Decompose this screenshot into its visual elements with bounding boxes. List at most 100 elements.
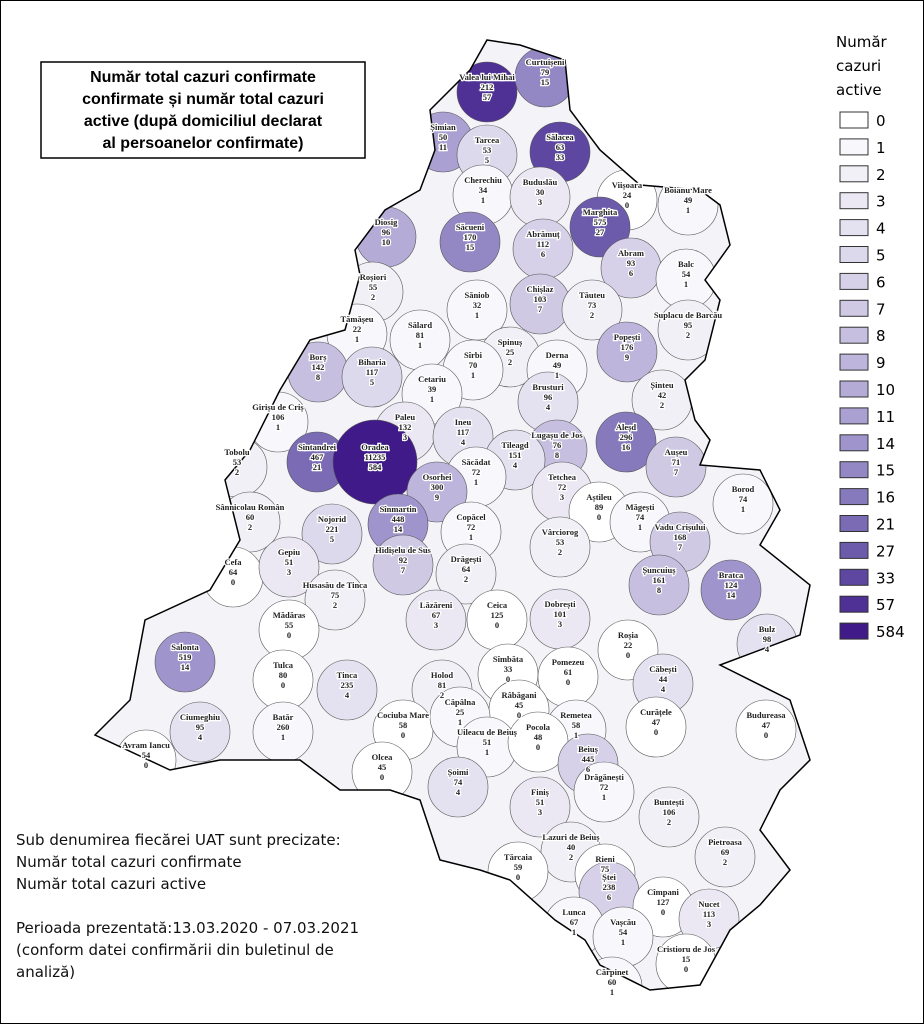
- legend-swatch: [839, 246, 869, 263]
- uat-name: Lugașu de Jos: [531, 430, 583, 440]
- legend-label: 15: [876, 462, 895, 480]
- uat-name: Paleu: [395, 412, 416, 422]
- title-line: active (după domiciliul declarat: [84, 113, 323, 130]
- uat-area: [316, 659, 378, 721]
- uat-active: 1: [469, 532, 473, 542]
- uat-name: Sălard: [408, 320, 432, 330]
- uat-confirmed: 49: [684, 195, 693, 205]
- uat-confirmed: 74: [739, 494, 748, 504]
- uat-name: Holod: [431, 670, 453, 680]
- uat-name: Rieni: [595, 854, 615, 864]
- uat-active: 1: [602, 792, 606, 802]
- uat-name: Tinca: [337, 670, 358, 680]
- uat-confirmed: 72: [472, 467, 481, 477]
- uat-name: Husasău de Tinca: [303, 580, 368, 590]
- uat-confirmed: 98: [763, 634, 772, 644]
- note-line: Număr total cazuri confirmate: [16, 853, 242, 871]
- uat-confirmed: 79: [541, 67, 550, 77]
- uat-name: Aleșd: [616, 422, 637, 432]
- uat-name: Mădăras: [273, 610, 306, 620]
- uat-confirmed: 45: [515, 700, 524, 710]
- uat-active: 1: [485, 747, 489, 757]
- uat-confirmed: 95: [684, 320, 693, 330]
- uat-name: Viișoara: [612, 180, 643, 190]
- uat-name: Sânnicolau Român: [216, 502, 285, 512]
- uat-active: 14: [181, 662, 190, 672]
- uat-confirmed: 67: [570, 917, 579, 927]
- uat-active: 4: [345, 690, 350, 700]
- uat-confirmed: 296: [620, 432, 633, 442]
- uat-confirmed: 93: [627, 258, 636, 268]
- uat-active: 15: [541, 77, 550, 87]
- uat-name: Cociuba Mare: [377, 710, 429, 720]
- legend-label: 9: [876, 354, 886, 372]
- uat-confirmed: 519: [179, 652, 192, 662]
- uat-active: 0: [231, 577, 235, 587]
- uat-confirmed: 50: [439, 132, 448, 142]
- uat-area: [694, 826, 756, 888]
- uat-name: Abram: [618, 248, 644, 258]
- uat-active: 3: [287, 567, 291, 577]
- uat-name: Tulca: [273, 660, 294, 670]
- uat-confirmed: 176: [621, 342, 634, 352]
- uat-confirmed: 81: [438, 680, 447, 690]
- legend-swatch: [839, 595, 869, 613]
- uat-confirmed: 49: [553, 360, 562, 370]
- uat-name: Finiș: [531, 787, 550, 797]
- uat-area: [405, 589, 467, 651]
- uat-active: 57: [483, 92, 492, 102]
- uat-name: Hidișelu de Sus: [375, 545, 431, 555]
- uat-active: 7: [401, 565, 406, 575]
- uat-active: 6: [629, 268, 633, 278]
- uat-active: 7: [678, 542, 683, 552]
- legend-swatch: [839, 299, 869, 317]
- uat-confirmed: 221: [326, 524, 339, 534]
- legend-label: 11: [876, 408, 895, 426]
- uat-area: [645, 436, 707, 498]
- uat-name: Beiuș: [578, 744, 599, 754]
- uat-area: [509, 776, 571, 838]
- uat-confirmed: 33: [504, 664, 513, 674]
- uat-name: Boianu Mare: [664, 185, 712, 195]
- uat-confirmed: 67: [432, 610, 441, 620]
- legend-label: 21: [876, 516, 895, 534]
- uat-area: [439, 211, 501, 273]
- uat-active: 2: [333, 600, 337, 610]
- uat-labels: Valea lui Mihai21257Curtuișeni7915Șimian…: [121, 56, 788, 999]
- uat-active: 16: [622, 442, 631, 452]
- uat-confirmed: 54: [682, 269, 691, 279]
- uat-name: Șimian: [430, 122, 456, 132]
- uat-name: Drăgănești: [584, 772, 624, 782]
- uat-active: 10: [382, 237, 391, 247]
- uat-name: Biharia: [358, 357, 386, 367]
- uat-area: [304, 569, 366, 631]
- uat-confirmed: 467: [311, 452, 325, 462]
- legend-title: cazuri: [836, 57, 881, 75]
- uat-name: Abrămuț: [526, 229, 560, 239]
- uat-active: 0: [516, 872, 520, 882]
- uat-name: Tetchea: [548, 472, 577, 482]
- legend-label: 27: [876, 542, 895, 560]
- uat-confirmed: 69: [721, 847, 730, 857]
- uat-name: Lazuri de Beiuș: [542, 832, 600, 842]
- legend-swatch: [839, 272, 869, 290]
- uat-active: 3: [558, 619, 562, 629]
- uat-area: [154, 631, 216, 693]
- legend-swatch: [839, 434, 869, 452]
- uat-confirmed: 95: [196, 722, 205, 732]
- legend-swatch: [839, 515, 869, 532]
- uat-active: 11: [439, 142, 447, 152]
- uat-name: Tileagd: [501, 440, 529, 450]
- uat-name: Borod: [732, 484, 755, 494]
- uat-confirmed: 53: [233, 457, 242, 467]
- uat-active: 4: [461, 437, 466, 447]
- title-line: al persoanelor confirmate): [103, 135, 304, 152]
- uat-confirmed: 30: [536, 187, 545, 197]
- uat-name: Vârciorog: [542, 527, 579, 537]
- uat-active: 3: [538, 807, 542, 817]
- uat-active: 1: [281, 732, 285, 742]
- uat-area: [595, 411, 657, 473]
- uat-confirmed: 72: [558, 482, 567, 492]
- uat-confirmed: 74: [636, 512, 645, 522]
- legend-swatch: [839, 192, 869, 210]
